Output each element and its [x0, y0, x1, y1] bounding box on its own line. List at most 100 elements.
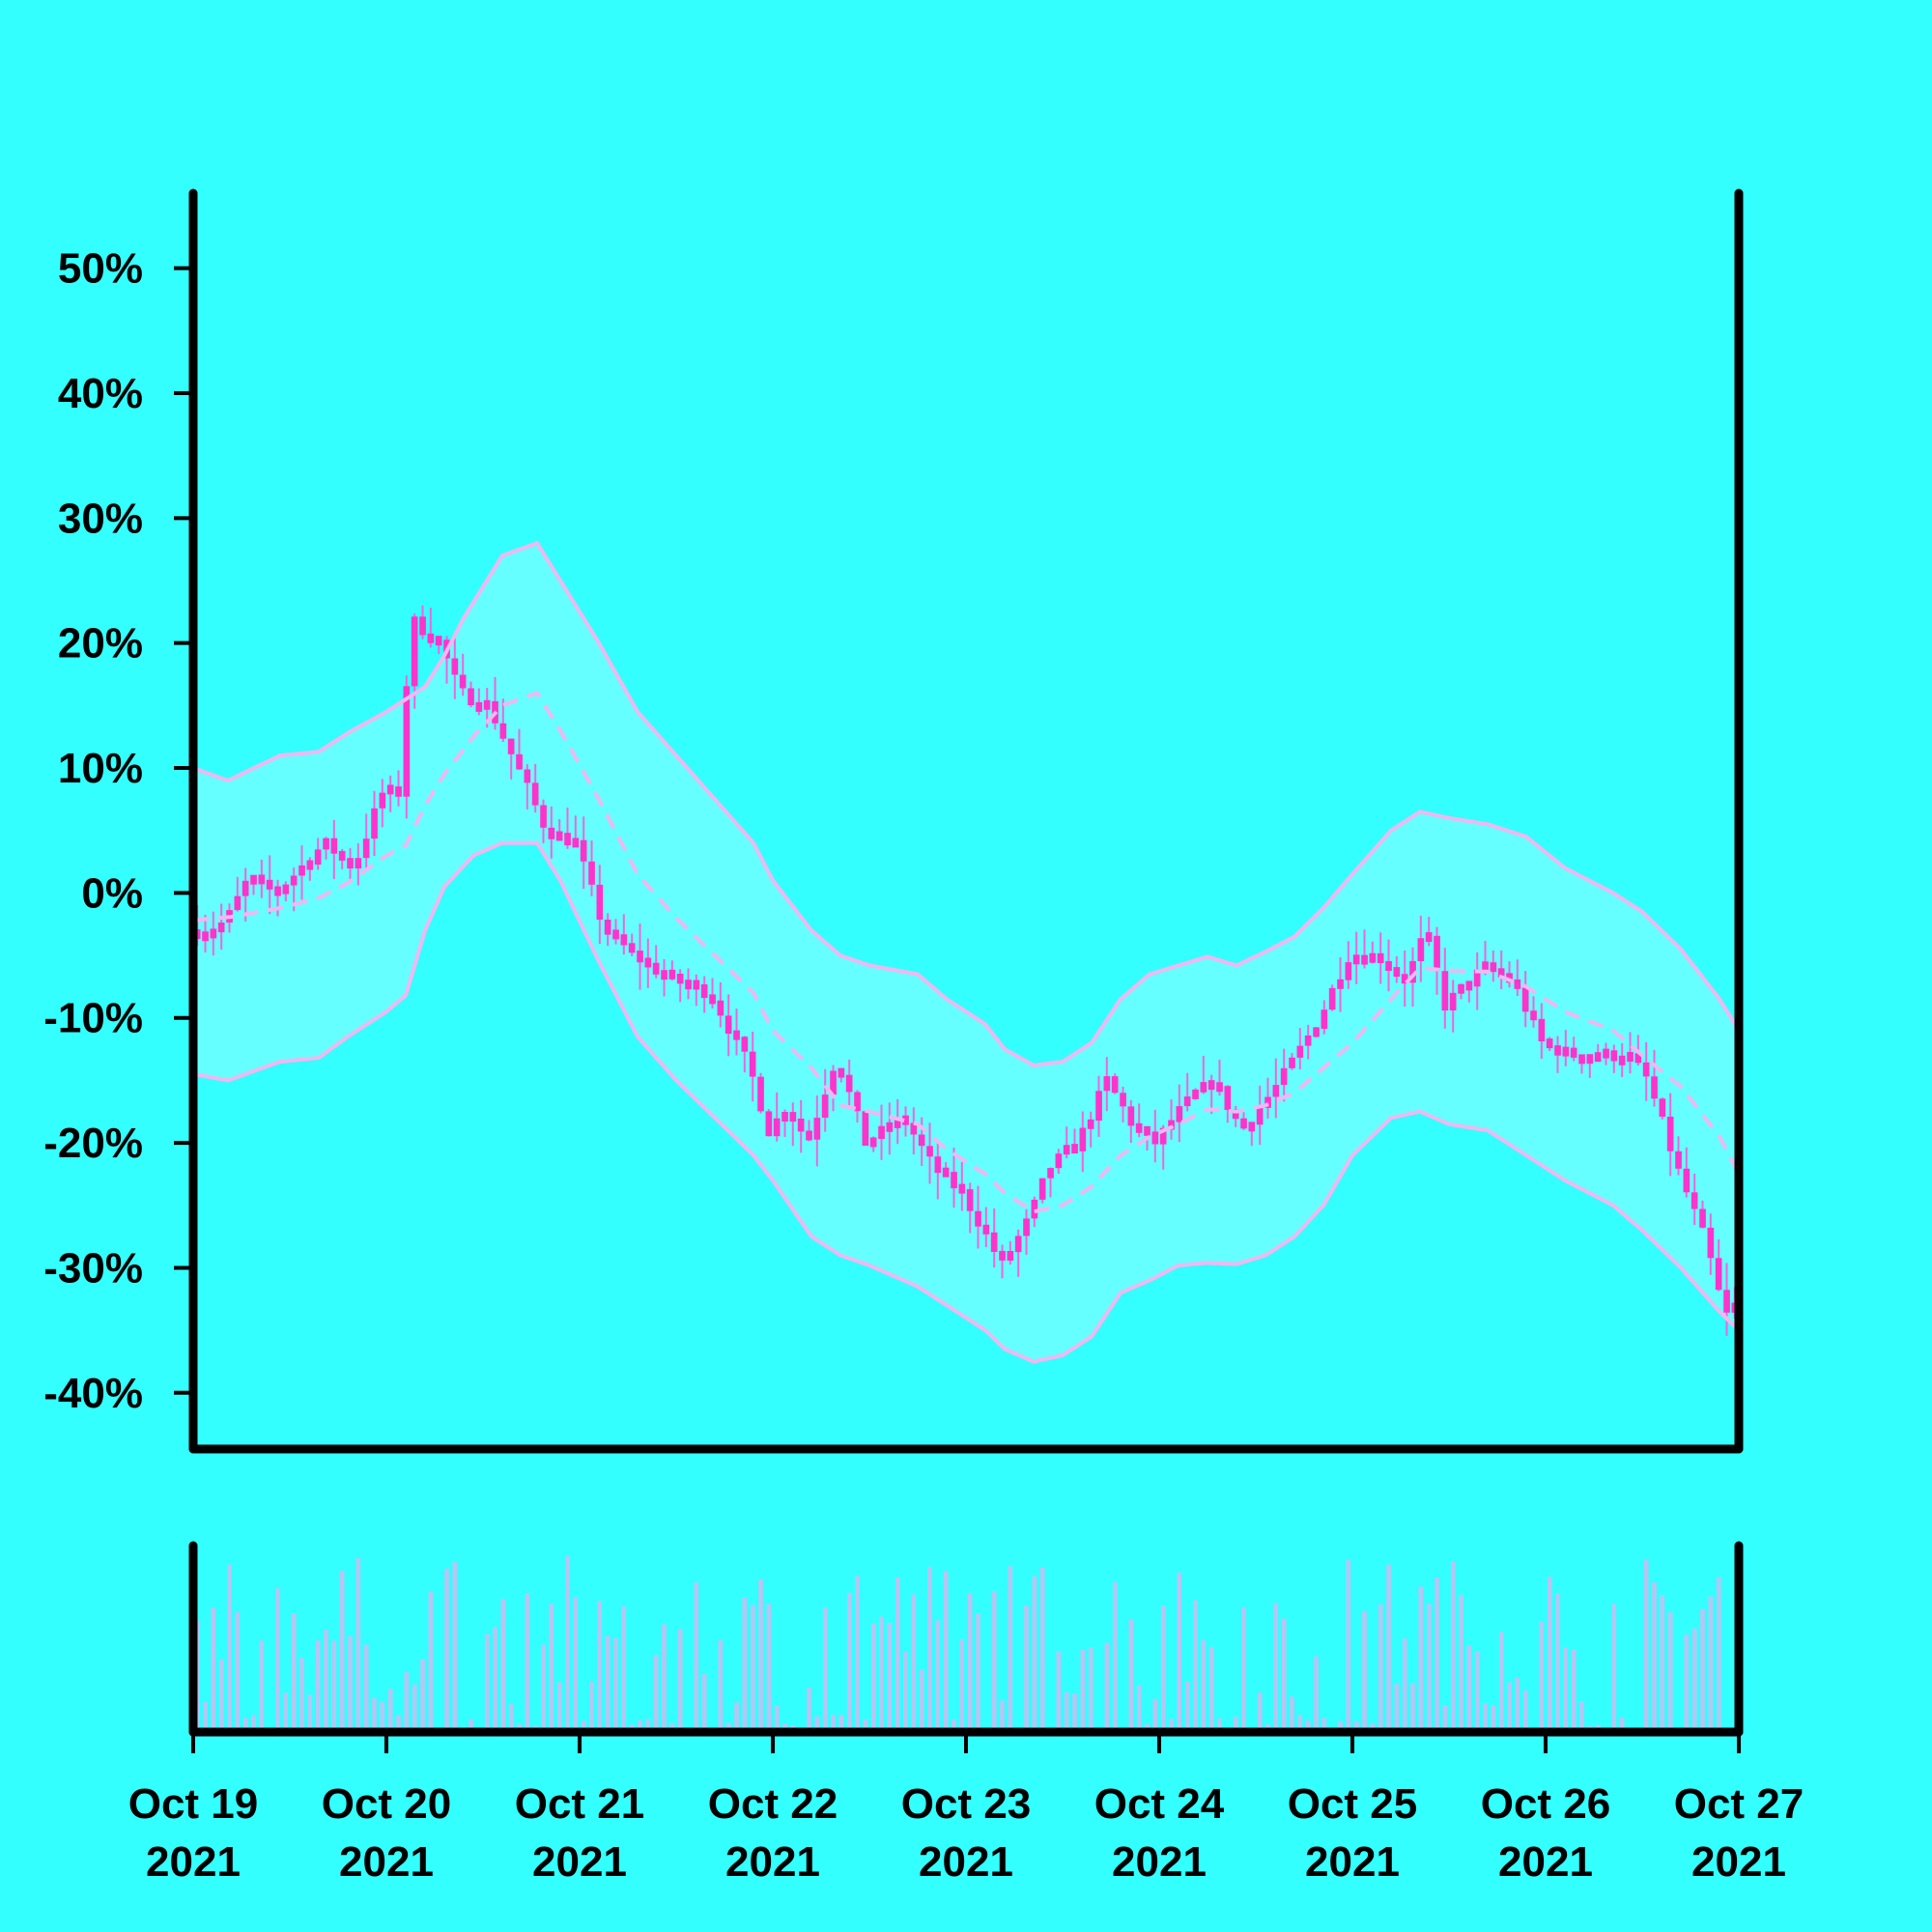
candle-body: [926, 1146, 933, 1157]
candle: [1538, 1003, 1546, 1060]
candle: [572, 815, 580, 848]
volume-bar: [1281, 1618, 1287, 1732]
candle-body: [1337, 979, 1344, 989]
x-tick-label-date: Oct 21: [515, 1780, 645, 1828]
candle: [362, 813, 370, 871]
volume-bar: [1088, 1647, 1094, 1732]
candle-body: [813, 1118, 821, 1140]
candle-body: [845, 1074, 853, 1093]
candle: [459, 653, 467, 696]
candle: [1240, 1112, 1247, 1130]
candle-body: [724, 1015, 732, 1035]
candle: [298, 845, 305, 900]
volume-bar: [242, 1718, 248, 1732]
candle: [524, 764, 531, 810]
volume-bar: [1378, 1604, 1383, 1732]
volume-bar: [1370, 1722, 1376, 1732]
candle: [1313, 1027, 1320, 1038]
candle: [435, 636, 442, 655]
volume-bar: [814, 1716, 820, 1732]
volume-bar: [1539, 1621, 1545, 1732]
candle-body: [435, 636, 442, 646]
candle: [1417, 916, 1425, 982]
y-tick-label: 0%: [81, 869, 143, 917]
volume-bar: [927, 1566, 932, 1732]
candle: [1063, 1126, 1070, 1159]
candle-body: [419, 616, 426, 636]
candle-body: [314, 849, 322, 865]
candle-body: [717, 1000, 724, 1016]
volume-bar: [1346, 1559, 1351, 1732]
candle: [1328, 984, 1336, 1011]
candle: [1289, 1053, 1295, 1070]
candle: [1272, 1058, 1280, 1119]
candle: [1296, 1028, 1304, 1070]
volume-bar: [1547, 1577, 1552, 1732]
candle-body: [1401, 974, 1408, 984]
volume-bar: [1450, 1561, 1456, 1732]
volume-bar: [452, 1562, 458, 1732]
volume-bar: [662, 1624, 667, 1732]
candle: [330, 819, 338, 879]
candle: [217, 903, 225, 951]
candle: [379, 779, 386, 828]
candle-body: [290, 875, 298, 886]
candle: [1014, 1229, 1022, 1277]
candle-body: [564, 833, 571, 846]
x-tick-label-year: 2021: [1112, 1838, 1207, 1886]
candle: [1618, 1042, 1626, 1077]
candle: [902, 1106, 909, 1137]
candle: [1514, 959, 1521, 996]
candle-body: [1063, 1145, 1070, 1155]
volume-bar: [372, 1697, 377, 1732]
candle-body: [1434, 935, 1440, 972]
candle-body: [338, 850, 346, 861]
candle: [427, 608, 435, 648]
candle-body: [427, 633, 435, 643]
candle-body: [999, 1250, 1006, 1261]
y-tick-label: 30%: [58, 495, 143, 542]
candle: [1321, 1000, 1328, 1035]
volume-bar: [952, 1719, 956, 1732]
candle: [1280, 1048, 1288, 1102]
y-tick-label: 10%: [58, 745, 143, 792]
volume-bar: [387, 1689, 393, 1732]
candle: [982, 1207, 990, 1248]
volume-bar: [331, 1640, 337, 1732]
volume-bar: [742, 1597, 748, 1732]
candle-body: [990, 1232, 998, 1252]
candle-body: [894, 1117, 901, 1128]
candle: [1385, 939, 1392, 992]
candle-body: [1014, 1236, 1022, 1253]
candle: [1176, 1084, 1183, 1143]
x-tick-label-date: Oct 26: [1481, 1780, 1611, 1828]
candle-body: [878, 1125, 885, 1139]
volume-bar: [863, 1719, 868, 1732]
candle-body: [661, 970, 668, 980]
volume-bar: [339, 1570, 345, 1732]
candle-body: [1666, 1117, 1674, 1151]
candle-body: [1240, 1118, 1247, 1129]
candle-body: [797, 1119, 805, 1132]
volume-bar: [1290, 1696, 1294, 1732]
volume-bar: [774, 1705, 780, 1732]
candle: [1497, 951, 1505, 989]
candle: [628, 933, 636, 956]
volume-bar: [638, 1719, 642, 1732]
y-tick-label: 50%: [58, 245, 143, 293]
volume-bar: [1152, 1698, 1158, 1732]
candle-body: [982, 1224, 990, 1235]
candle: [1666, 1093, 1674, 1177]
candle: [250, 874, 257, 895]
candle: [894, 1099, 901, 1145]
candle-body: [1095, 1091, 1102, 1122]
candle-body: [323, 838, 329, 850]
volume-bar: [1716, 1577, 1721, 1732]
volume-bar: [508, 1704, 514, 1732]
volume-bar: [976, 1613, 980, 1732]
candle-body: [459, 674, 467, 689]
price-panel: 50% 40% 30% 20% 10% 0% -10% -20% -30% -40%: [43, 188, 1744, 1454]
x-tick-label-date: Oct 23: [901, 1780, 1032, 1828]
volume-bar: [500, 1599, 506, 1732]
